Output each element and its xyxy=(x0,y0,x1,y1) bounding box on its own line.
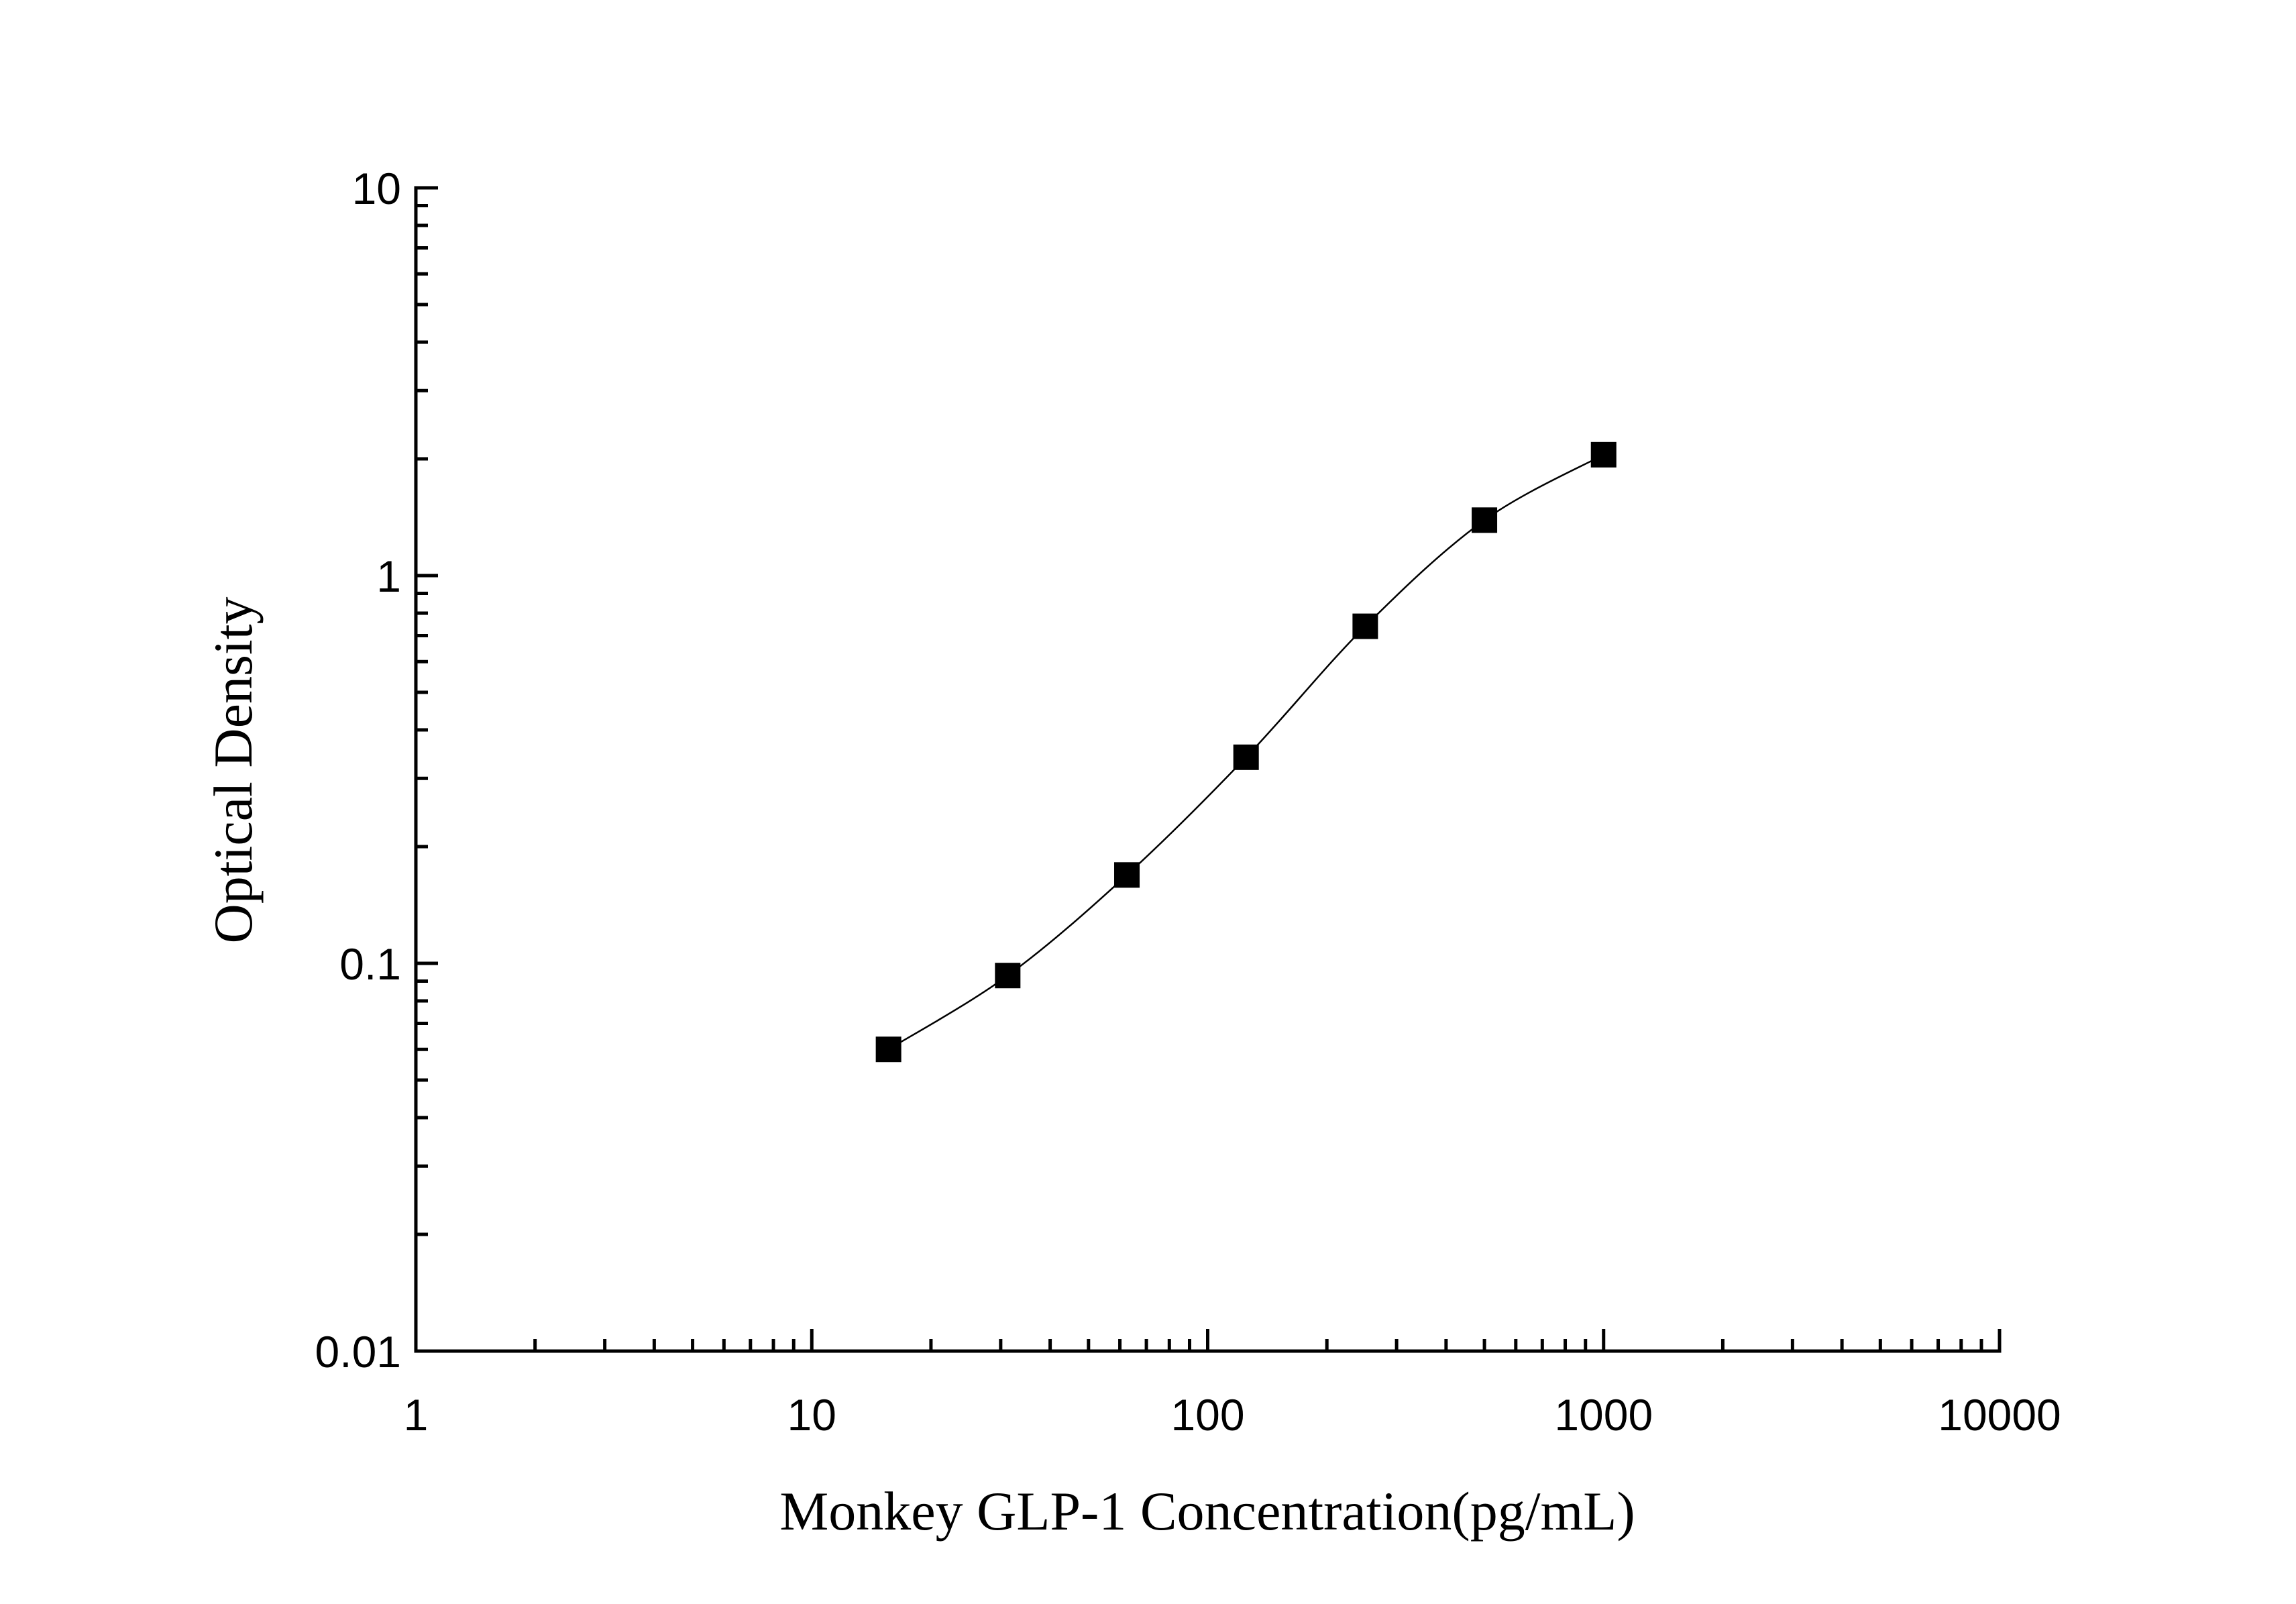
y-tick-label: 0.01 xyxy=(315,1327,401,1377)
y-axis-title: Optical Density xyxy=(203,597,264,944)
data-point xyxy=(1352,613,1378,639)
data-point xyxy=(875,1036,901,1063)
data-point xyxy=(1590,441,1617,468)
x-tick-label: 10000 xyxy=(1938,1390,2061,1440)
data-point xyxy=(1233,744,1259,770)
y-tick-label: 0.1 xyxy=(339,939,401,989)
data-point xyxy=(1114,862,1140,888)
x-tick-label: 1 xyxy=(404,1390,429,1440)
y-tick-label: 1 xyxy=(376,551,401,601)
x-tick-label: 100 xyxy=(1170,1390,1244,1440)
x-tick-label: 1000 xyxy=(1554,1390,1653,1440)
data-point xyxy=(1472,507,1498,533)
data-point xyxy=(995,963,1021,989)
y-tick-label: 10 xyxy=(352,164,401,213)
x-tick-label: 10 xyxy=(787,1390,836,1440)
x-axis-title: Monkey GLP-1 Concentration(pg/mL) xyxy=(779,1481,1635,1542)
